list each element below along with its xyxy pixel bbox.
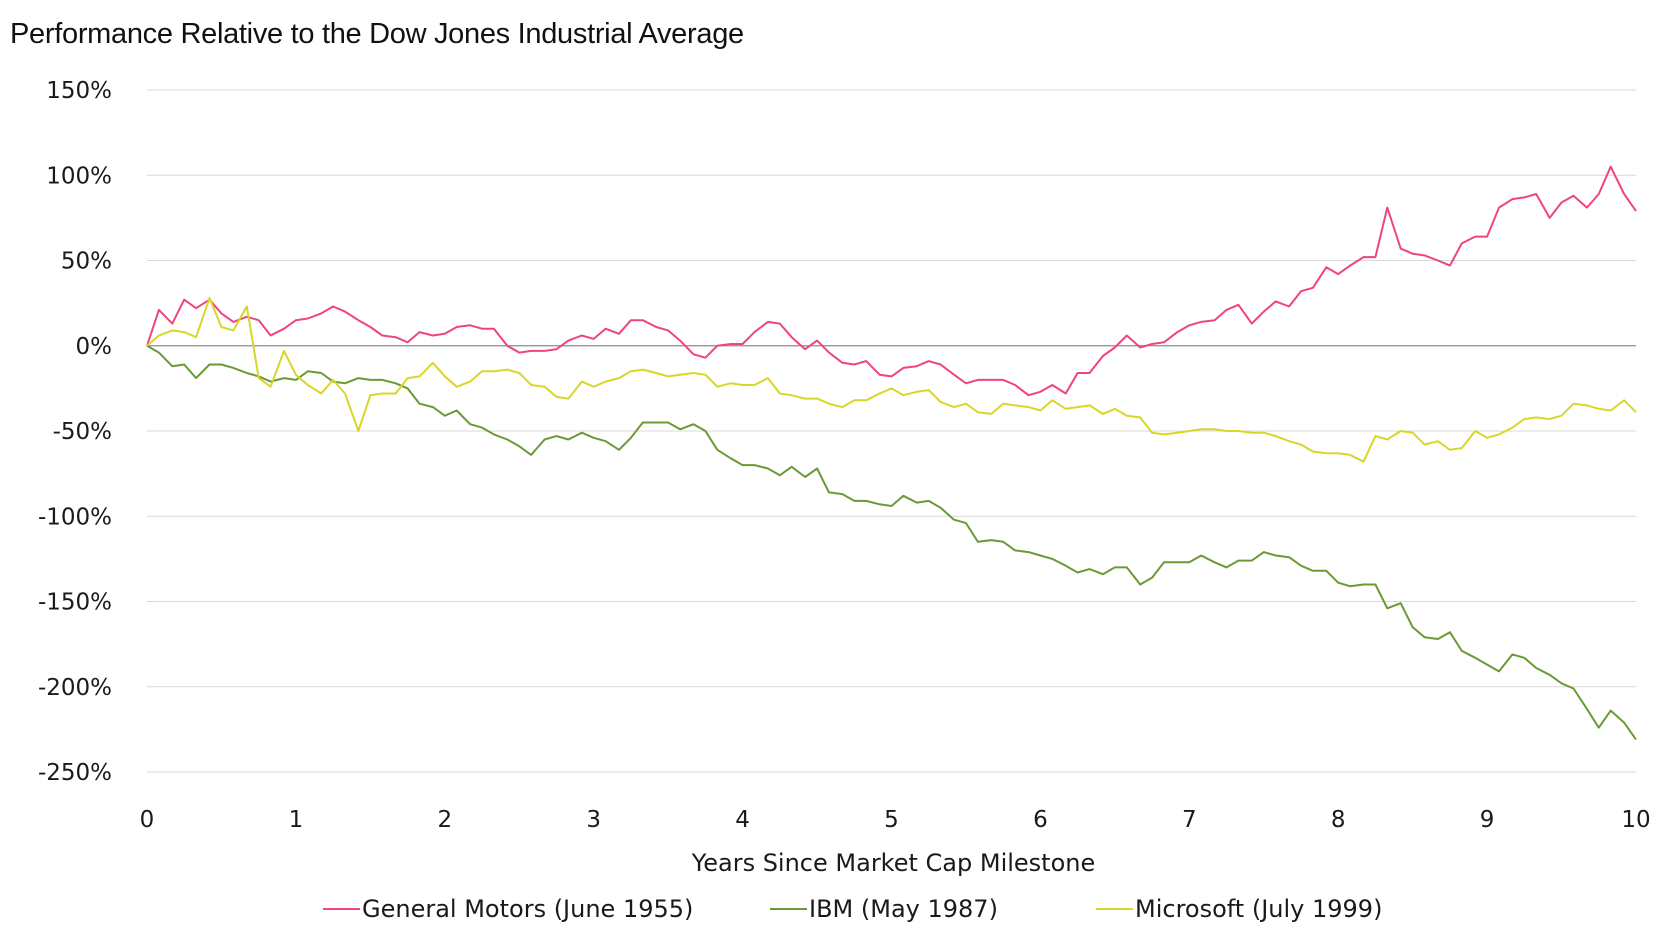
series-line-0 xyxy=(146,165,1637,397)
x-tick-label: 1 xyxy=(289,807,304,833)
y-tick-label: 50% xyxy=(61,249,112,275)
x-tick-label: 8 xyxy=(1331,807,1346,833)
series-lines xyxy=(146,165,1637,741)
legend-label: Microsoft (July 1999) xyxy=(1135,895,1382,923)
x-tick-label: 10 xyxy=(1621,807,1650,833)
legend-label: IBM (May 1987) xyxy=(809,895,998,923)
y-tick-label: -250% xyxy=(38,760,112,786)
series-line-2 xyxy=(146,297,1637,463)
y-tick-label: -50% xyxy=(53,419,112,445)
series-line-1 xyxy=(146,344,1637,741)
x-tick-label: 5 xyxy=(884,807,899,833)
y-tick-label: 100% xyxy=(46,163,112,189)
x-axis-tick-labels: 0 1 2 3 4 5 6 7 8 9 10 xyxy=(140,807,1651,833)
x-tick-label: 7 xyxy=(1182,807,1197,833)
x-axis-title: Years Since Market Cap Milestone xyxy=(691,849,1096,877)
legend-item-1: IBM (May 1987) xyxy=(770,895,998,923)
y-tick-label: -100% xyxy=(38,504,112,530)
legend-item-0: General Motors (June 1955) xyxy=(323,895,693,923)
x-tick-label: 4 xyxy=(735,807,750,833)
legend-item-2: Microsoft (July 1999) xyxy=(1096,895,1382,923)
legend: General Motors (June 1955) IBM (May 1987)… xyxy=(323,895,1382,923)
x-tick-label: 6 xyxy=(1033,807,1048,833)
y-tick-label: 0% xyxy=(76,334,113,360)
x-tick-label: 3 xyxy=(586,807,601,833)
y-tick-label: -200% xyxy=(38,675,112,701)
y-tick-label: 150% xyxy=(46,78,112,104)
y-axis-tick-labels: 150% 100% 50% 0% -50% -100% -150% -200% -250% xyxy=(38,78,112,786)
y-gridlines xyxy=(147,89,1636,773)
x-tick-label: 2 xyxy=(437,807,452,833)
chart-title: Performance Relative to the Dow Jones In… xyxy=(10,18,744,50)
y-tick-label: -150% xyxy=(38,590,112,616)
legend-label: General Motors (June 1955) xyxy=(362,895,693,923)
x-tick-label: 0 xyxy=(140,807,155,833)
x-tick-label: 9 xyxy=(1480,807,1495,833)
